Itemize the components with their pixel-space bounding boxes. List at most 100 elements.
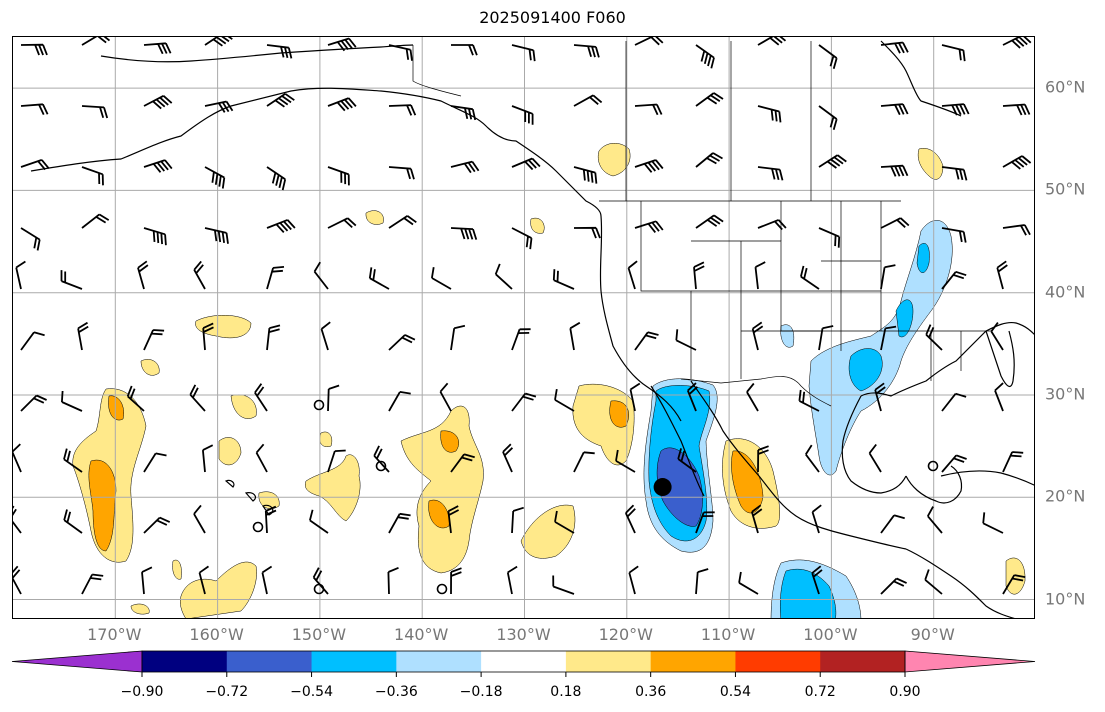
lon-tick-label: 160°W [189, 625, 244, 644]
wind-barb [695, 214, 724, 229]
wind-barb [941, 227, 967, 243]
contour-neg-pacific-south-mid [779, 568, 837, 618]
wind-barb [202, 322, 214, 351]
wind-barb [450, 324, 466, 351]
wind-barb [629, 382, 641, 412]
lat-tick-label: 20°N [1045, 486, 1086, 506]
wind-barb [77, 321, 89, 351]
colorbar-tick-label: −0.90 [120, 684, 164, 700]
wind-barb [327, 384, 340, 412]
contour-pos-cabo-core [609, 400, 629, 428]
wind-barb [554, 510, 575, 534]
wind-barb [450, 105, 477, 121]
wind-barb [81, 105, 109, 119]
wind-barb [511, 506, 524, 534]
coastline-florida [985, 330, 1015, 388]
wind-barb [880, 217, 910, 229]
wind-barb [204, 100, 234, 113]
wind-barb [388, 512, 411, 534]
wind-barb [805, 444, 820, 473]
wind-barb [675, 329, 697, 351]
wind-barb [13, 443, 22, 473]
colorbar-extend-high [904, 650, 1036, 673]
chart-title: 2025091400 F060 [479, 8, 626, 27]
wind-barb [996, 260, 1008, 290]
wind-barb [261, 565, 273, 595]
contour-pos-small-a [140, 359, 160, 376]
colorbar-extend-low [11, 650, 143, 673]
wind-barb [811, 504, 822, 534]
wind-barb [327, 97, 357, 112]
lat-tick-label: 10°N [1045, 589, 1086, 609]
colorbar-tick-label: 0.36 [635, 684, 667, 700]
wind-barb [818, 325, 834, 351]
wind-barb [1002, 451, 1024, 473]
wind-barb [554, 388, 575, 412]
wind-barb [511, 328, 531, 351]
colorbar-segment [311, 651, 397, 672]
wind-barb [368, 267, 390, 290]
wind-barb [757, 219, 787, 231]
wind-barb [627, 260, 638, 290]
wind-barb [502, 443, 514, 473]
coastlines [30, 40, 1034, 618]
wind-barb [143, 95, 173, 110]
map-canvas[interactable] [13, 37, 1035, 619]
wind-barb [941, 103, 970, 116]
colorbar-segment [565, 651, 652, 672]
wind-barb [880, 514, 905, 534]
wind-barb [677, 448, 697, 473]
wind-barb [20, 227, 41, 251]
wind-barb [20, 103, 49, 115]
wind-barb [818, 154, 847, 169]
wind-barb [143, 452, 167, 473]
wind-barb [327, 449, 346, 473]
wind-barb [634, 37, 664, 46]
wind-barb [60, 270, 83, 290]
wind-barb [126, 385, 145, 412]
wind-barb [439, 382, 452, 412]
wind-barb [198, 565, 210, 595]
wind-barb [204, 166, 226, 189]
wind-barb [880, 164, 909, 177]
wind-barb [266, 219, 296, 234]
wind-barb [20, 159, 50, 171]
colorbar-segment [481, 651, 567, 672]
wind-barb [388, 166, 415, 180]
contour-pos-small-h [530, 217, 545, 234]
state-borders [412, 41, 991, 407]
wind-barb [266, 324, 281, 351]
wind-barb [506, 565, 518, 595]
lon-tick-label: 170°W [87, 625, 142, 644]
wind-barb [615, 449, 636, 473]
coastline-baja [650, 385, 705, 497]
contour-pos-small-k [172, 559, 182, 580]
wind-barb [552, 575, 575, 595]
wind-barb [266, 166, 287, 191]
wind-barb [811, 565, 823, 595]
wind-barb [924, 569, 943, 595]
colorbar-tick-label: −0.72 [205, 684, 249, 700]
lat-tick-label: 50°N [1045, 179, 1086, 199]
colorbar-tick-label: 0.54 [719, 684, 752, 700]
wind-barb [686, 382, 699, 412]
wind-barb [880, 325, 897, 351]
wind-barb [20, 43, 48, 56]
colorbar-tick-label: 0.18 [550, 684, 582, 700]
border-alaska-canada [412, 45, 462, 97]
lat-tick-label: 40°N [1045, 282, 1086, 302]
wind-barb [266, 44, 293, 59]
wind-barb [634, 159, 664, 173]
wind-barb [143, 42, 172, 55]
map-panel[interactable] [12, 36, 1035, 619]
wind-barb [431, 267, 452, 290]
wind-barb [141, 566, 153, 595]
wind-barb [693, 261, 705, 290]
wind-barb [573, 44, 600, 58]
wind-barb [573, 166, 598, 184]
coastline-yucatan [905, 465, 963, 504]
coastline-mexico-west [690, 380, 907, 550]
wind-barb [1002, 37, 1032, 49]
colorbar-segment [735, 651, 821, 672]
wind-barb [266, 266, 285, 290]
